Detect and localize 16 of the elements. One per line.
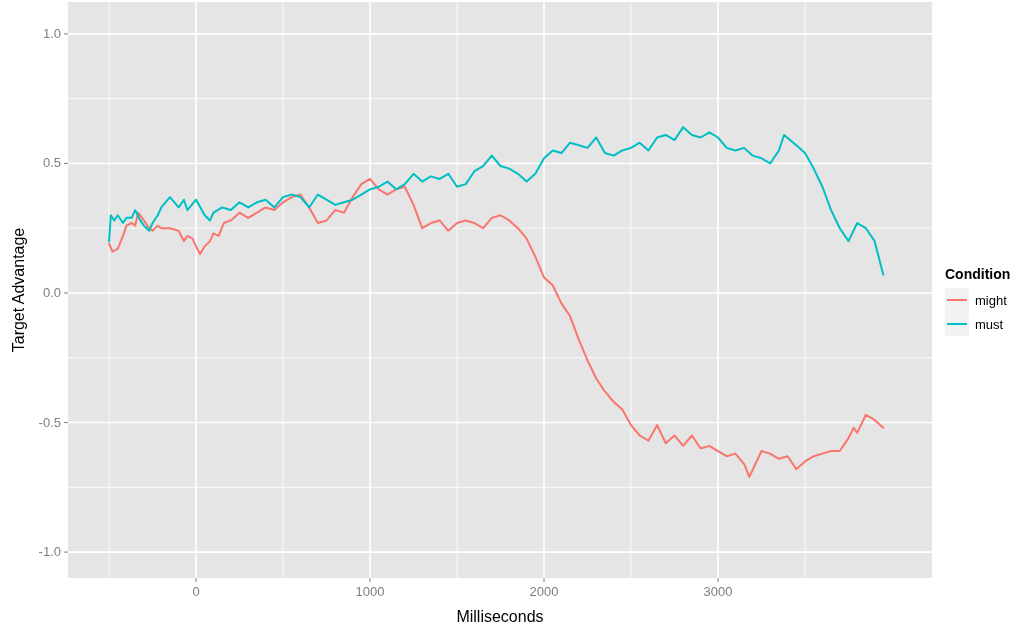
y-axis-title: Target Advantage (10, 227, 27, 353)
y-tick-label: 0.0 (42, 284, 61, 300)
y-tick-label: -1.0 (38, 544, 61, 560)
x-tick-label: 2000 (529, 584, 559, 599)
legend-label: must (975, 317, 1004, 332)
y-tick-label: 1.0 (42, 25, 61, 41)
x-tick-label: 0 (192, 584, 200, 599)
x-tick-label: 1000 (355, 584, 385, 599)
y-tick-label: 0.5 (42, 155, 61, 171)
y-tick-label: -0.5 (38, 414, 61, 430)
legend-label: might (975, 293, 1008, 308)
x-tick-label: 3000 (703, 584, 733, 599)
legend-title: Condition (945, 266, 1011, 282)
x-axis-title: Milliseconds (456, 608, 544, 625)
line-series (108, 126, 885, 276)
line-series (108, 177, 885, 478)
